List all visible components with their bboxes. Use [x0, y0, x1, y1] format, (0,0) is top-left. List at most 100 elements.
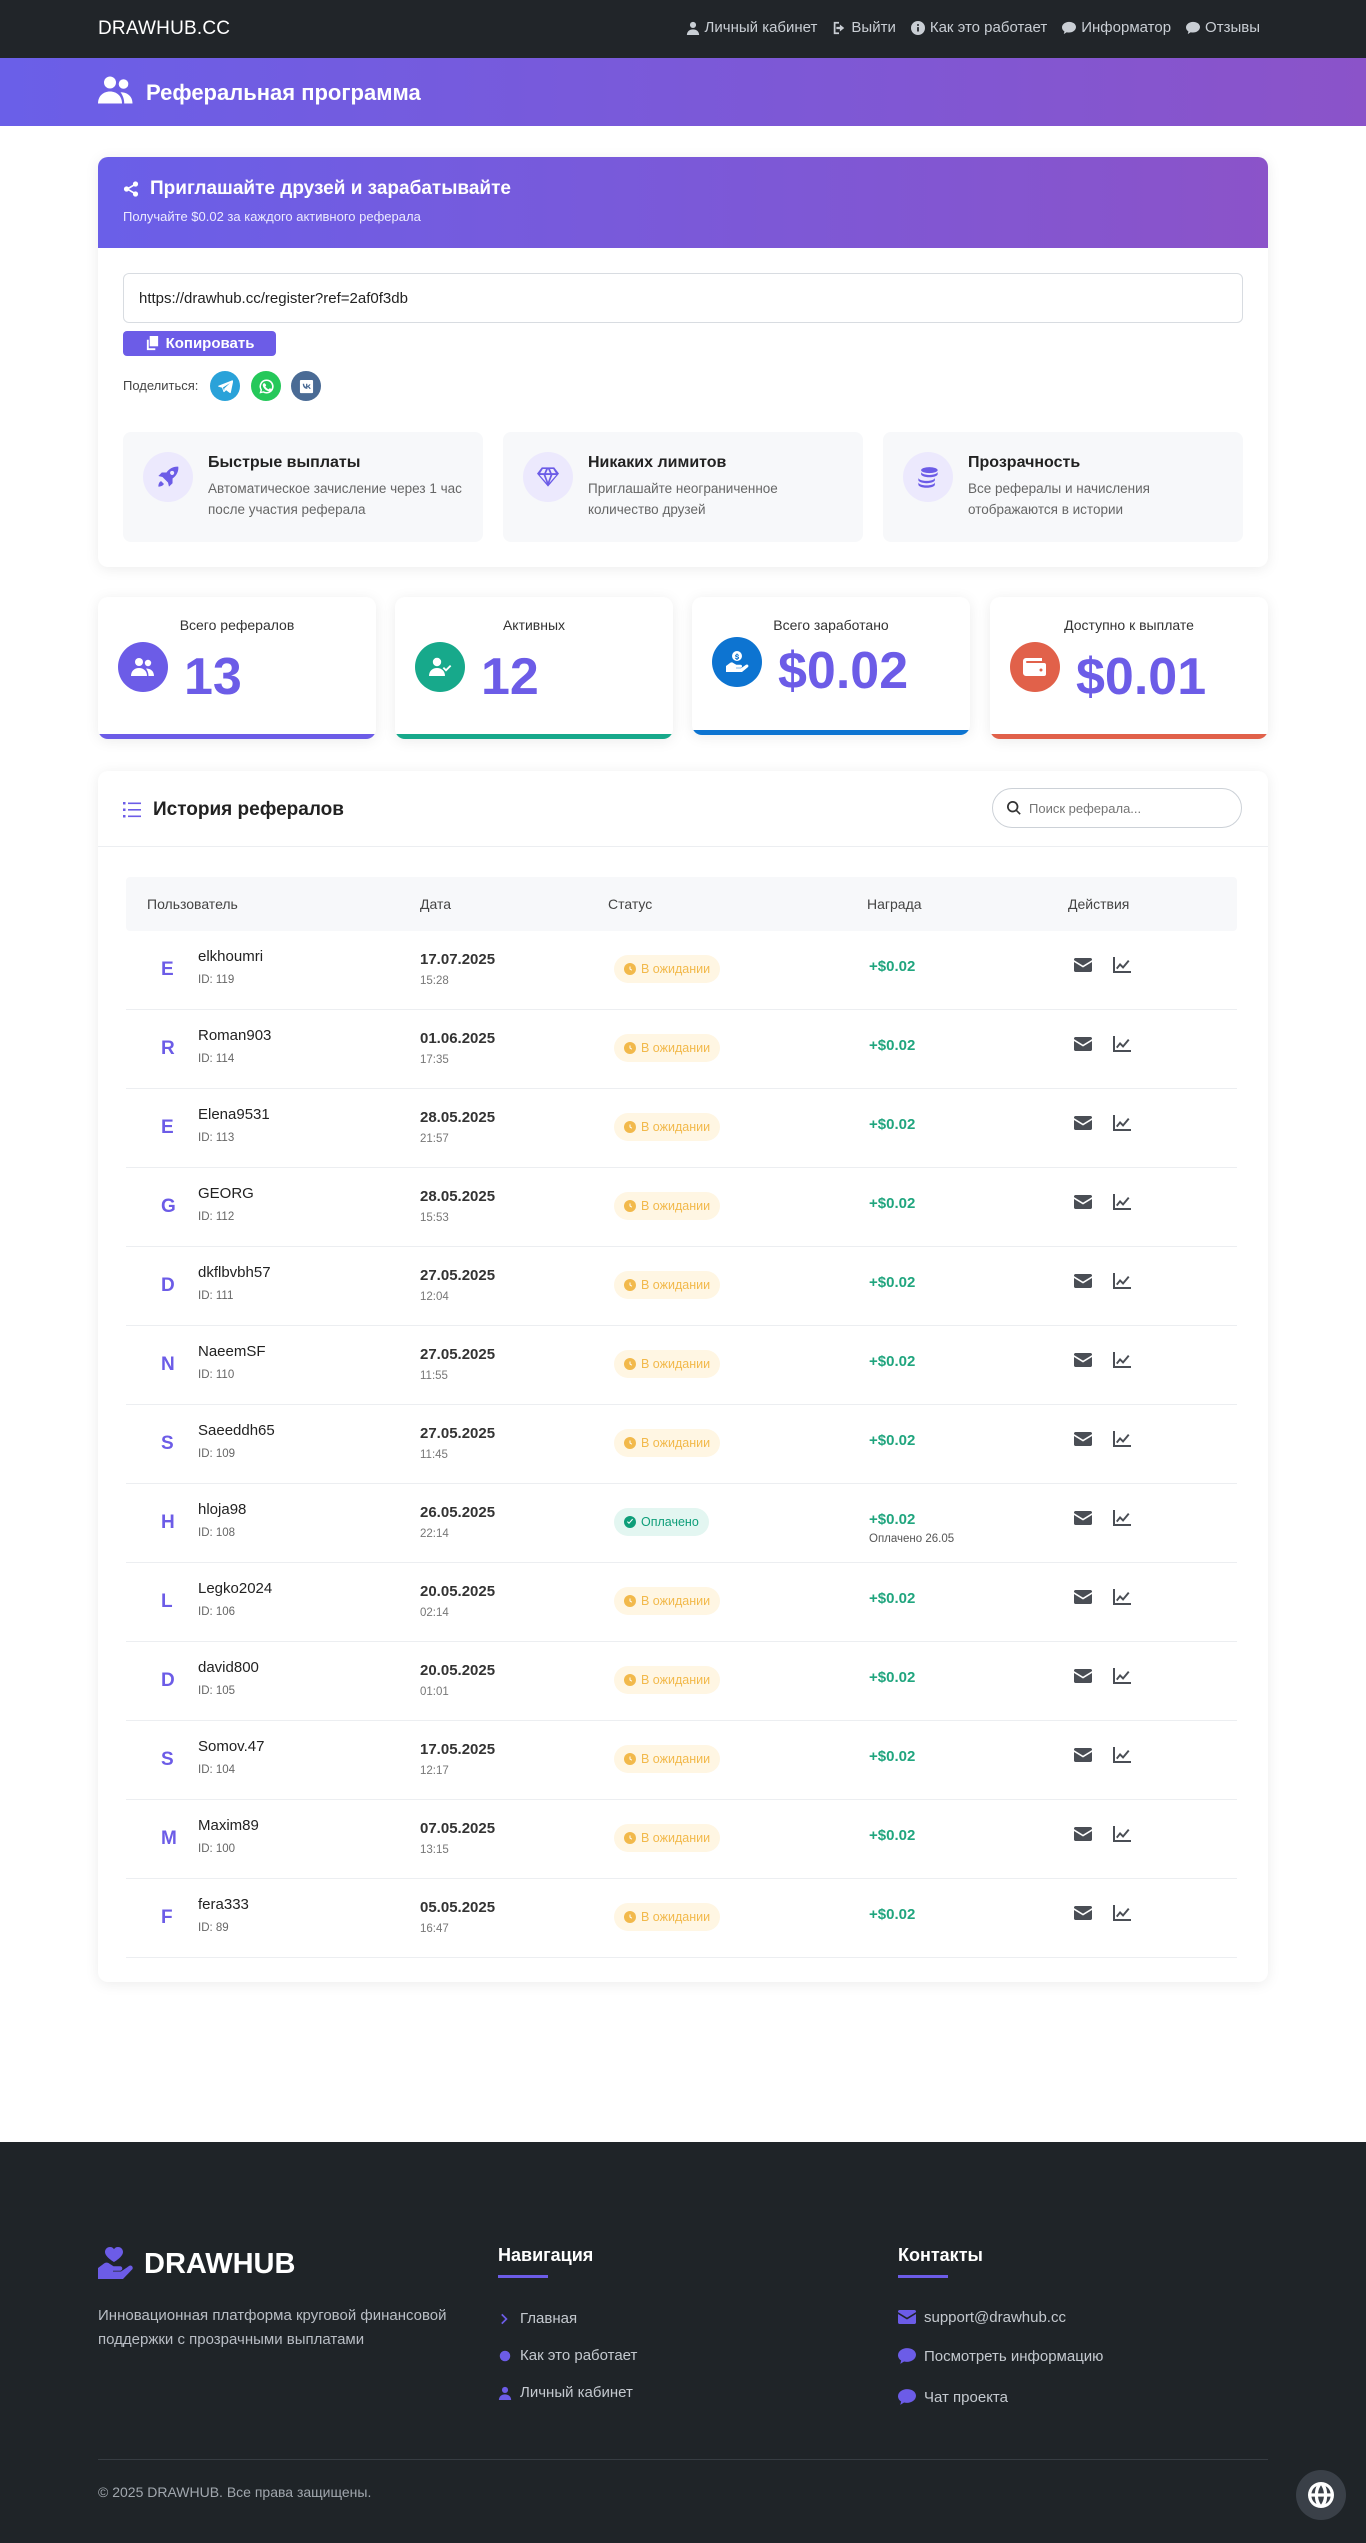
- stats-button[interactable]: [1113, 1273, 1131, 1291]
- footer-contact-chat[interactable]: Чат проекта: [898, 2388, 1008, 2406]
- stats-button[interactable]: [1113, 1826, 1131, 1844]
- nav-link-how-it-works[interactable]: Как это работает: [910, 19, 1047, 36]
- stats-button[interactable]: [1113, 1352, 1131, 1370]
- gem-icon: [537, 467, 559, 487]
- nav-link-cabinet[interactable]: Личный кабинет: [686, 19, 817, 36]
- referral-date: 17.05.2025: [420, 1741, 496, 1758]
- message-button[interactable]: [1074, 1747, 1092, 1765]
- stats-button[interactable]: [1113, 1431, 1131, 1449]
- globe-icon: [1308, 2482, 1334, 2508]
- footer-link-cabinet[interactable]: Личный кабинет: [498, 2384, 633, 2401]
- avatar-initial: E: [161, 959, 174, 980]
- sign-out-icon: [834, 21, 845, 34]
- chart-line-icon: [1113, 1431, 1131, 1447]
- clock-icon: [629, 1124, 633, 1129]
- referral-time: 12:17: [420, 1765, 449, 1777]
- message-button[interactable]: [1074, 1352, 1092, 1370]
- clock-icon: [624, 1279, 636, 1291]
- footer-contacts-title: Контакты: [898, 2245, 983, 2265]
- feature-no-limits: Никаких лимитов Приглашайте неограниченн…: [503, 432, 863, 542]
- share-vk-button[interactable]: [291, 371, 321, 401]
- message-button[interactable]: [1074, 1905, 1092, 1923]
- reward-amount: +$0.02: [869, 1037, 916, 1054]
- stats-button[interactable]: [1113, 1589, 1131, 1607]
- message-button[interactable]: [1074, 1668, 1092, 1686]
- message-button[interactable]: [1074, 1194, 1092, 1212]
- envelope-icon: [1074, 1273, 1092, 1289]
- status-badge: В ожидании: [614, 1113, 721, 1141]
- avatar-initial: D: [161, 1670, 175, 1691]
- referral-date: 28.05.2025: [420, 1109, 496, 1126]
- message-button[interactable]: [1074, 1115, 1092, 1133]
- nav-link-reviews[interactable]: Отзывы: [1186, 19, 1260, 36]
- footer-link-label: Главная: [520, 2310, 578, 2327]
- chart-line-icon: [1113, 1273, 1131, 1289]
- stats-button[interactable]: [1113, 1036, 1131, 1054]
- message-button[interactable]: [1074, 1036, 1092, 1054]
- user-name: Saeeddh65: [198, 1422, 275, 1439]
- share-telegram-button[interactable]: [210, 371, 240, 401]
- referral-subtitle: Получайте $0.02 за каждого активного реф…: [123, 209, 421, 224]
- language-button[interactable]: [1296, 2470, 1346, 2520]
- footer-link-home[interactable]: Главная: [498, 2310, 577, 2327]
- message-button[interactable]: [1074, 957, 1092, 975]
- referral-link-input[interactable]: [123, 273, 1243, 323]
- user-id: ID: 113: [198, 1132, 235, 1144]
- copy-button[interactable]: Копировать: [123, 331, 276, 356]
- nav-link-logout[interactable]: Выйти: [832, 19, 896, 36]
- status-badge: В ожидании: [614, 1824, 721, 1852]
- share-whatsapp-button[interactable]: [251, 371, 281, 401]
- avatar-initial: D: [161, 1275, 175, 1296]
- stats-button[interactable]: [1113, 1747, 1131, 1765]
- feature-fast-payouts: Быстрые выплаты Автоматическое зачислени…: [123, 432, 483, 542]
- message-button[interactable]: [1074, 1273, 1092, 1291]
- referral-time: 02:14: [420, 1607, 449, 1619]
- user-id: ID: 89: [198, 1922, 229, 1934]
- stats-button[interactable]: [1113, 957, 1131, 975]
- stat-card-total-earned: Всего заработано $0.02: [692, 597, 970, 735]
- stat-accent-bar: [692, 730, 970, 735]
- table-row: M Maxim89 ID: 100 07.05.2025 13:15 В ожидании…: [126, 1800, 1237, 1879]
- footer-contact-email[interactable]: support@drawhub.cc: [898, 2308, 1066, 2326]
- footer-nav-underline: [498, 2275, 548, 2278]
- referral-time: 13:15: [420, 1844, 449, 1856]
- chart-line-icon: [1113, 1036, 1131, 1052]
- share-nodes-icon: [123, 181, 139, 197]
- footer-contact-info[interactable]: Посмотреть информацию: [898, 2347, 1103, 2365]
- message-button[interactable]: [1074, 1826, 1092, 1844]
- column-header-reward: Награда: [867, 896, 922, 912]
- message-button[interactable]: [1074, 1431, 1092, 1449]
- brand-logo[interactable]: DRAWHUB.CC: [98, 18, 231, 39]
- nav-link-label: Информатор: [1081, 19, 1172, 36]
- nav-link-informer[interactable]: Информатор: [1062, 19, 1171, 36]
- stats-button[interactable]: [1113, 1115, 1131, 1133]
- page-header: Реферальная программа: [0, 58, 1366, 126]
- footer-link-how-it-works[interactable]: Как это работает: [498, 2347, 637, 2364]
- referral-date: 26.05.2025: [420, 1504, 496, 1521]
- footer-description: Инновационная платформа круговой финансо…: [98, 2307, 447, 2348]
- status-label: В ожидании: [641, 962, 711, 976]
- stats-button[interactable]: [1113, 1194, 1131, 1212]
- reward-amount: +$0.02: [869, 1274, 916, 1291]
- search-input[interactable]: [1029, 797, 1229, 819]
- status-badge: В ожидании: [614, 1666, 721, 1694]
- clock-icon: [624, 1753, 636, 1765]
- stat-icon-circle: [712, 637, 762, 687]
- stats-button[interactable]: [1113, 1668, 1131, 1686]
- comments-icon: [1186, 21, 1200, 35]
- stats-button[interactable]: [1113, 1905, 1131, 1923]
- paid-note: Оплачено 26.05: [869, 1533, 955, 1545]
- referral-time: 12:04: [420, 1291, 449, 1303]
- referral-time: 22:14: [420, 1528, 449, 1540]
- feature-icon-circle: [903, 452, 953, 502]
- message-button[interactable]: [1074, 1510, 1092, 1528]
- stats-button[interactable]: [1113, 1510, 1131, 1528]
- vk-icon: [299, 379, 313, 393]
- status-label: В ожидании: [641, 1752, 711, 1766]
- referral-time: 15:53: [420, 1212, 449, 1224]
- table-row: E Elena9531 ID: 113 28.05.2025 21:57 В ожидан…: [126, 1089, 1237, 1168]
- message-button[interactable]: [1074, 1589, 1092, 1607]
- table-row: L Legko2024 ID: 106 20.05.2025 02:14 В ожидан…: [126, 1563, 1237, 1642]
